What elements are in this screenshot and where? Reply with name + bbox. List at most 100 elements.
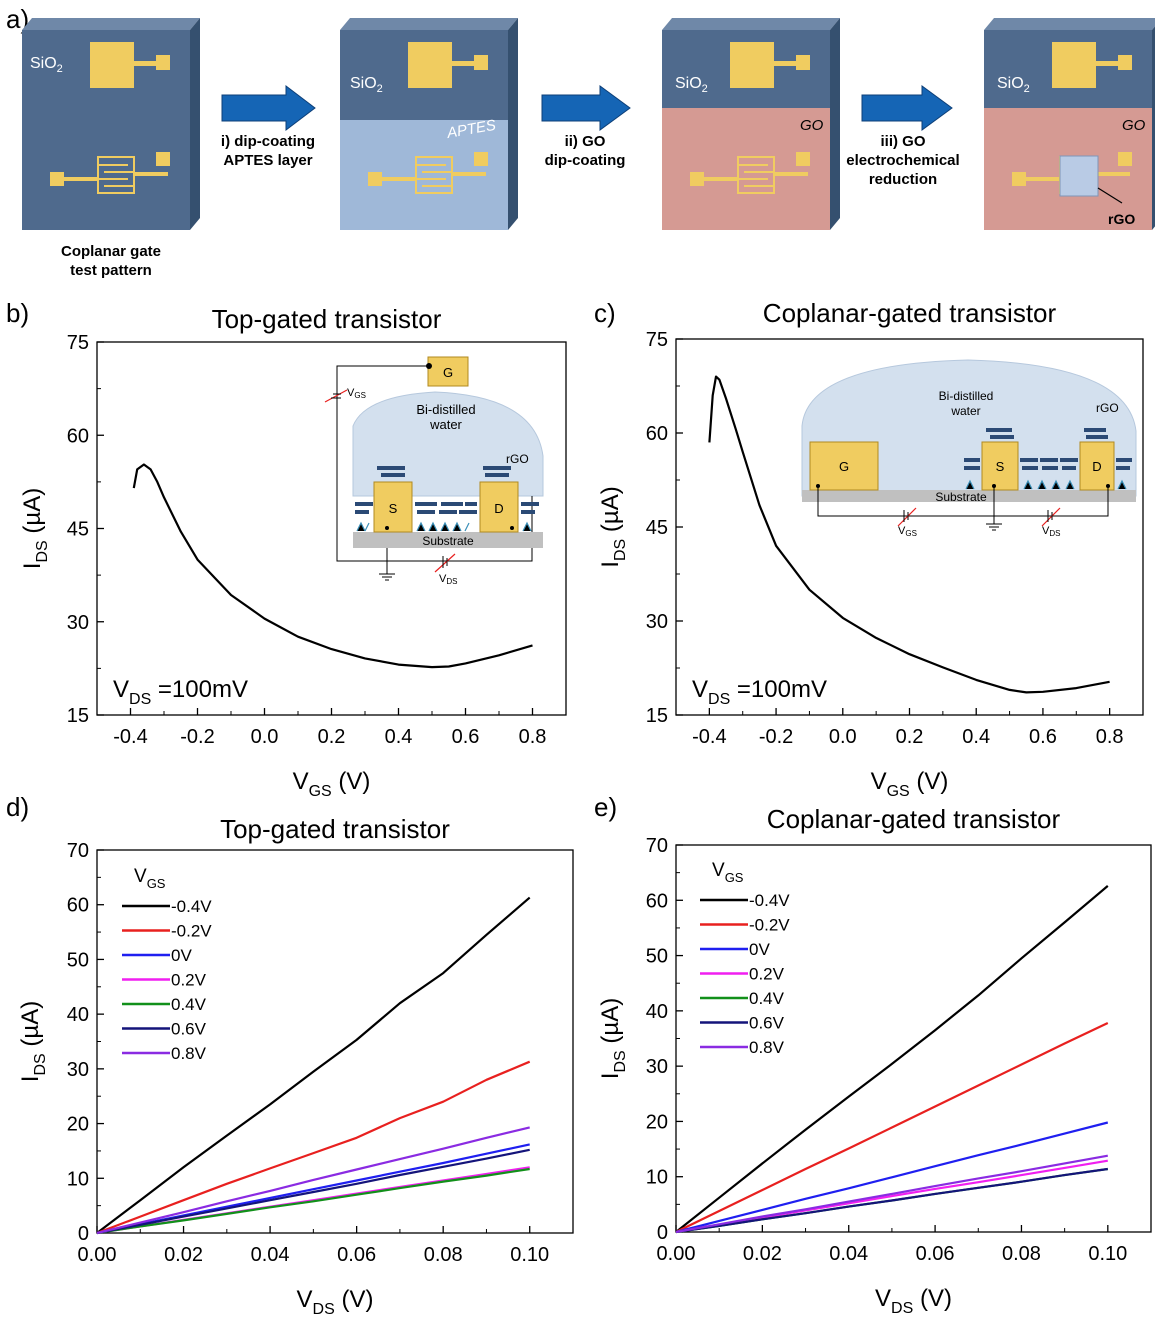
y-tick-label: 70: [67, 840, 89, 862]
legend-label: -0.4V: [749, 891, 790, 910]
gate-label: G: [443, 365, 453, 380]
chart-title: Coplanar-gated transistor: [767, 804, 1061, 834]
inset-c-substrate-label: Substrate: [935, 490, 987, 504]
x-tick-label: 0.06: [337, 1244, 376, 1266]
x-tick-label: 0.10: [1088, 1243, 1127, 1265]
y-tick-label: 30: [646, 1056, 668, 1078]
inset-c-source-label: S: [996, 459, 1005, 474]
y-tick-label: 15: [67, 705, 89, 727]
y-tick-label: 0: [78, 1223, 89, 1245]
inset-c-vds-label: VDS: [1042, 525, 1060, 538]
y-axis-label: IDS (µA): [597, 998, 629, 1079]
x-tick-label: 0.0: [829, 726, 857, 748]
x-axis-label: VDS (V): [875, 1285, 952, 1317]
x-tick-label: 0.10: [510, 1244, 549, 1266]
legend-label: 0.8V: [749, 1038, 785, 1057]
series-line-0.6V: [96, 1148, 530, 1235]
y-tick-label: 45: [646, 517, 668, 539]
y-tick-label: 75: [67, 332, 89, 354]
chart-e: Coplanar-gated transistor 0 10 20 30 40 50 60 70…: [597, 804, 1152, 1317]
chart-title: Coplanar-gated transistor: [763, 298, 1057, 328]
x-tick-label: -0.4: [113, 726, 147, 748]
inset-c-substrate: [802, 490, 1136, 502]
legend-label: -0.2V: [171, 922, 212, 941]
inset-b-source-label: S: [389, 501, 398, 516]
panel-label-c: c): [594, 298, 616, 328]
chip-2: [340, 18, 518, 230]
chip-3: [662, 18, 840, 230]
y-tick-label: 40: [646, 1001, 668, 1023]
series-line-0.6V: [675, 1167, 1108, 1234]
series-line-0: [708, 375, 1110, 694]
x-tick-label: -0.4: [692, 726, 726, 748]
go-layer-label-1: GO: [800, 117, 824, 134]
x-tick-label: 0.8: [1096, 726, 1124, 748]
arrow-icon-2: [541, 85, 631, 131]
legend-title: VGS: [134, 866, 166, 891]
inset-c-rgo-label: rGO: [1096, 401, 1119, 415]
inset-c-gate-label: G: [839, 459, 849, 474]
x-axis-label: VGS (V): [871, 768, 949, 800]
y-tick-label: 60: [646, 423, 668, 445]
x-tick-label: 0.6: [452, 726, 480, 748]
chip1-caption: Coplanar gate test pattern: [60, 243, 162, 279]
x-tick-label: 0.4: [385, 726, 413, 748]
x-tick-label: 0.00: [78, 1244, 117, 1266]
y-tick-label: 20: [646, 1111, 668, 1133]
legend-label: 0.6V: [749, 1014, 785, 1033]
step3-caption: iii) GO electrochemical reduction: [846, 133, 960, 188]
y-tick-label: 75: [646, 329, 668, 351]
x-tick-label: 0.4: [962, 726, 990, 748]
chart-b: Top-gated transistor 15 30 45 60 75 -0.4 -0.2 0.…: [19, 304, 567, 800]
legend-label: 0.4V: [171, 995, 207, 1014]
inset-c-water-label: Bi-distilled water: [939, 389, 994, 418]
inset-b-drain-label: D: [494, 501, 503, 516]
vds-annotation: VDS =100mV: [692, 676, 827, 708]
chart-title: Top-gated transistor: [220, 814, 450, 844]
arrow-icon-1: [221, 84, 316, 132]
x-tick-label: 0.02: [743, 1243, 782, 1265]
substrate-labels: SiO2 SiO2 SiO2 SiO2: [30, 55, 1030, 95]
sio2-label-4: SiO2: [997, 75, 1030, 95]
inset-c-vgs-label: VGS: [898, 525, 917, 538]
y-tick-label: 30: [67, 612, 89, 634]
legend-label: 0.8V: [171, 1044, 207, 1063]
x-tick-label: 0.00: [657, 1243, 696, 1265]
x-axis-label: VDS (V): [297, 1286, 374, 1318]
y-tick-label: 0: [657, 1222, 668, 1244]
inset-c-gate: [809, 441, 879, 491]
chart-c: Coplanar-gated transistor 15 30 45 60 75 -0.4 -…: [597, 298, 1144, 800]
legend-label: -0.2V: [749, 916, 790, 935]
x-tick-label: 0.0: [251, 726, 279, 748]
fabrication-schematic: SiO2 SiO2 SiO2 SiO2 APTES GO GO rGO: [22, 18, 1155, 230]
legend-label: -0.4V: [171, 897, 212, 916]
y-axis-label: IDS (µA): [19, 488, 51, 569]
y-tick-label: 15: [646, 705, 668, 727]
y-tick-label: 60: [67, 425, 89, 447]
inset-b-vds-label: VDS: [439, 573, 457, 586]
x-tick-label: 0.08: [424, 1244, 463, 1266]
inset-top-gated-device: G VGS VDS Bi-distilled water rGO Substrat…: [324, 356, 544, 586]
series-line--0.2V: [675, 1022, 1109, 1233]
series-line-0: [132, 463, 533, 669]
series-line-0.4V: [96, 1167, 530, 1235]
x-tick-label: 0.04: [251, 1244, 290, 1266]
inset-b-substrate-label: Substrate: [422, 534, 474, 548]
chart-d: Top-gated transistor 0 10 20 30 40 50 60 70 0.00 0…: [17, 814, 574, 1318]
x-tick-label: 0.2: [896, 726, 924, 748]
y-axis-label: IDS (µA): [17, 1001, 49, 1082]
x-tick-label: 0.08: [1002, 1243, 1041, 1265]
inset-b-substrate: [353, 532, 543, 548]
x-axis-label: VGS (V): [293, 768, 371, 800]
y-tick-label: 30: [646, 611, 668, 633]
legend-label: 0V: [749, 940, 770, 959]
y-tick-label: 20: [67, 1114, 89, 1136]
arrow-icon-3: [861, 85, 953, 131]
y-tick-label: 70: [646, 835, 668, 857]
y-tick-label: 10: [67, 1168, 89, 1190]
series-line-0V: [675, 1121, 1109, 1234]
series-line--0.4V: [96, 896, 531, 1234]
inset-b-water-label: Bi-distilled water: [416, 402, 475, 432]
y-tick-label: 10: [646, 1167, 668, 1189]
inset-b-vgs-label: VGS: [347, 387, 366, 400]
